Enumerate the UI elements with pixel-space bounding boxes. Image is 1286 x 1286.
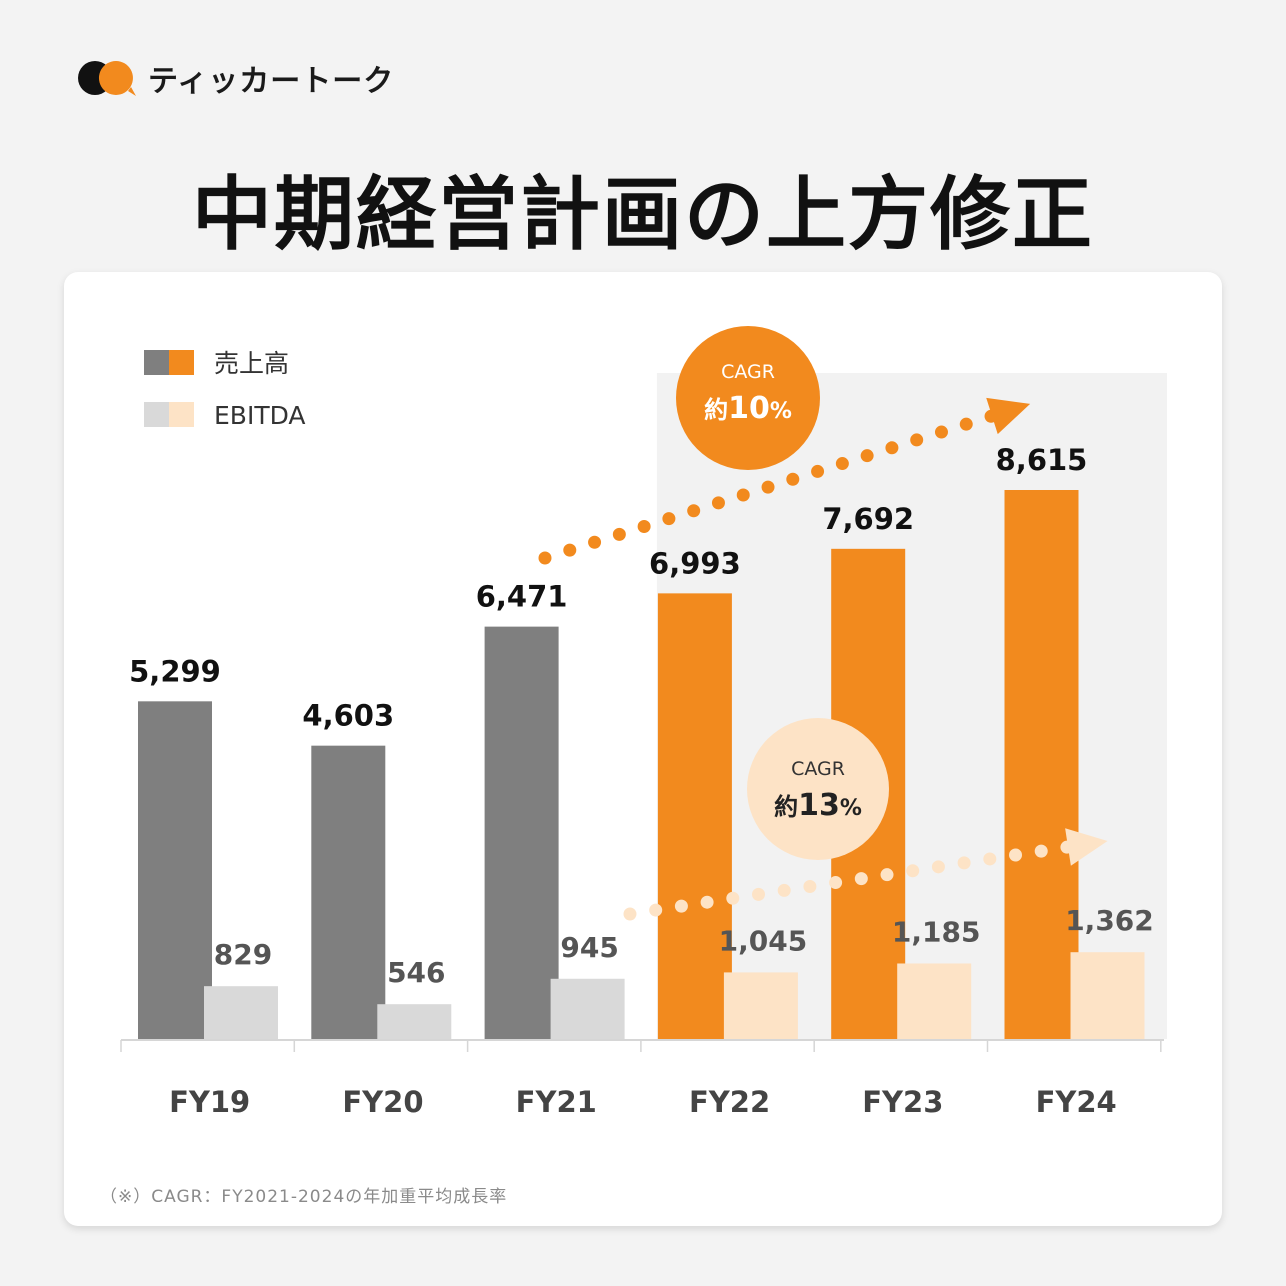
- legend-revenue-swatch-actual: [144, 350, 169, 375]
- ebitda-cagr-badge: [747, 718, 889, 860]
- x-tick-label-fy21: FY21: [516, 1085, 597, 1119]
- revenue-cagr-arrow-arrowhead: [986, 397, 1031, 435]
- ebitda-value-label: 546: [387, 956, 445, 989]
- page-title: 中期経営計画の上方修正: [192, 168, 1094, 261]
- bar-chart: 5,299 829 FY19 4,603 546 FY20 6,471 945 FY21 6,99…: [120, 326, 1167, 1119]
- ebitda-value-label: 1,362: [1065, 904, 1154, 937]
- ebitda-bar-fy24: [1070, 952, 1145, 1039]
- ebitda-cagr-label: CAGR: [791, 758, 845, 780]
- revenue-value-label: 6,993: [649, 546, 741, 580]
- legend-revenue-label: 売上高: [214, 349, 289, 378]
- ebitda-cagr-arrow-dotted-line: [623, 840, 1075, 921]
- revenue-bar-fy22: [657, 593, 732, 1039]
- ebitda-bar-fy23: [897, 963, 972, 1039]
- revenue-value-label: 5,299: [129, 654, 221, 688]
- revenue-value-label: 7,692: [822, 502, 914, 536]
- x-tick-label-fy24: FY24: [1036, 1085, 1117, 1119]
- x-tick-label-fy19: FY19: [169, 1085, 250, 1119]
- ebitda-value-label: 1,185: [892, 915, 981, 948]
- revenue-cagr-badge: [676, 326, 820, 470]
- footnote: （※）CAGR：FY2021-2024の年加重平均成長率: [100, 1187, 508, 1207]
- x-tick-label-fy23: FY23: [862, 1085, 943, 1119]
- x-tick-label-fy22: FY22: [689, 1085, 770, 1119]
- revenue-value-label: 8,615: [996, 443, 1088, 477]
- revenue-cagr-arrow-dotted-line: [538, 409, 999, 565]
- revenue-cagr-label: CAGR: [721, 361, 775, 383]
- ebitda-value-label: 829: [214, 938, 272, 971]
- brand-name: ティッカートーク: [148, 64, 395, 99]
- speech-bubble-logo-icon: [76, 58, 138, 98]
- chart-card: 5,299 829 FY19 4,603 546 FY20 6,471 945 FY21 6,99…: [64, 272, 1222, 1226]
- ebitda-cagr-value: 約13%: [774, 788, 862, 823]
- ebitda-bar-fy22: [723, 972, 798, 1039]
- revenue-bar-fy20: [311, 745, 386, 1039]
- ebitda-value-label: 1,045: [719, 924, 808, 957]
- revenue-bar-fy24: [1004, 490, 1079, 1039]
- legend-revenue-swatch-plan: [169, 350, 194, 375]
- brand: ティッカートーク: [76, 58, 395, 99]
- ebitda-bar-fy20: [377, 1004, 452, 1039]
- legend-ebitda-label: EBITDA: [214, 401, 306, 430]
- x-tick-label-fy20: FY20: [342, 1085, 423, 1119]
- revenue-bar-fy19: [138, 701, 212, 1039]
- revenue-value-label: 6,471: [476, 580, 568, 614]
- ebitda-bar-fy19: [204, 986, 278, 1039]
- revenue-cagr-value: 約10%: [704, 391, 792, 426]
- legend-ebitda-swatch-plan: [169, 402, 194, 427]
- revenue-bar-fy21: [484, 626, 559, 1039]
- legend-ebitda-swatch-actual: [144, 402, 169, 427]
- ebitda-cagr-arrow-arrowhead: [1065, 828, 1108, 866]
- ebitda-bar-fy21: [550, 978, 625, 1039]
- ebitda-value-label: 945: [560, 931, 618, 964]
- plan-period-shading: [656, 373, 1167, 1039]
- revenue-value-label: 4,603: [302, 699, 394, 733]
